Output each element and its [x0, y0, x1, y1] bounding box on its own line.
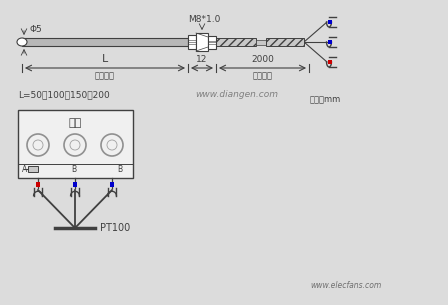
Text: Φ5: Φ5: [30, 26, 43, 34]
Text: B: B: [71, 166, 76, 174]
Bar: [73, 182, 78, 187]
Text: 2000: 2000: [251, 55, 274, 64]
Bar: [28, 166, 38, 172]
Ellipse shape: [17, 38, 27, 46]
Bar: [109, 182, 115, 187]
Text: L: L: [102, 54, 108, 64]
Bar: [196, 33, 208, 51]
Text: B: B: [117, 166, 122, 174]
Bar: [328, 60, 332, 64]
Bar: [216, 38, 256, 46]
Bar: [35, 182, 40, 187]
Text: A: A: [22, 166, 27, 174]
Bar: [18, 110, 133, 178]
Text: 12: 12: [196, 55, 208, 64]
Bar: [188, 35, 196, 49]
Text: M8*1.0: M8*1.0: [188, 16, 220, 24]
Bar: [328, 20, 332, 24]
Text: 仪表: 仪表: [69, 118, 82, 128]
Text: L=50、100、150、200: L=50、100、150、200: [18, 90, 110, 99]
Bar: [256, 40, 266, 45]
Text: 单位：mm: 单位：mm: [310, 95, 341, 104]
Bar: [266, 38, 304, 46]
Text: 引线长度: 引线长度: [253, 71, 272, 80]
Text: www.diangen.com: www.diangen.com: [195, 90, 278, 99]
Text: PT100: PT100: [100, 223, 130, 233]
Bar: [208, 35, 216, 48]
Text: www.elecfans.com: www.elecfans.com: [310, 281, 381, 289]
Bar: [328, 40, 332, 44]
Bar: [22, 38, 188, 46]
Text: 探头长度: 探头长度: [95, 71, 115, 80]
